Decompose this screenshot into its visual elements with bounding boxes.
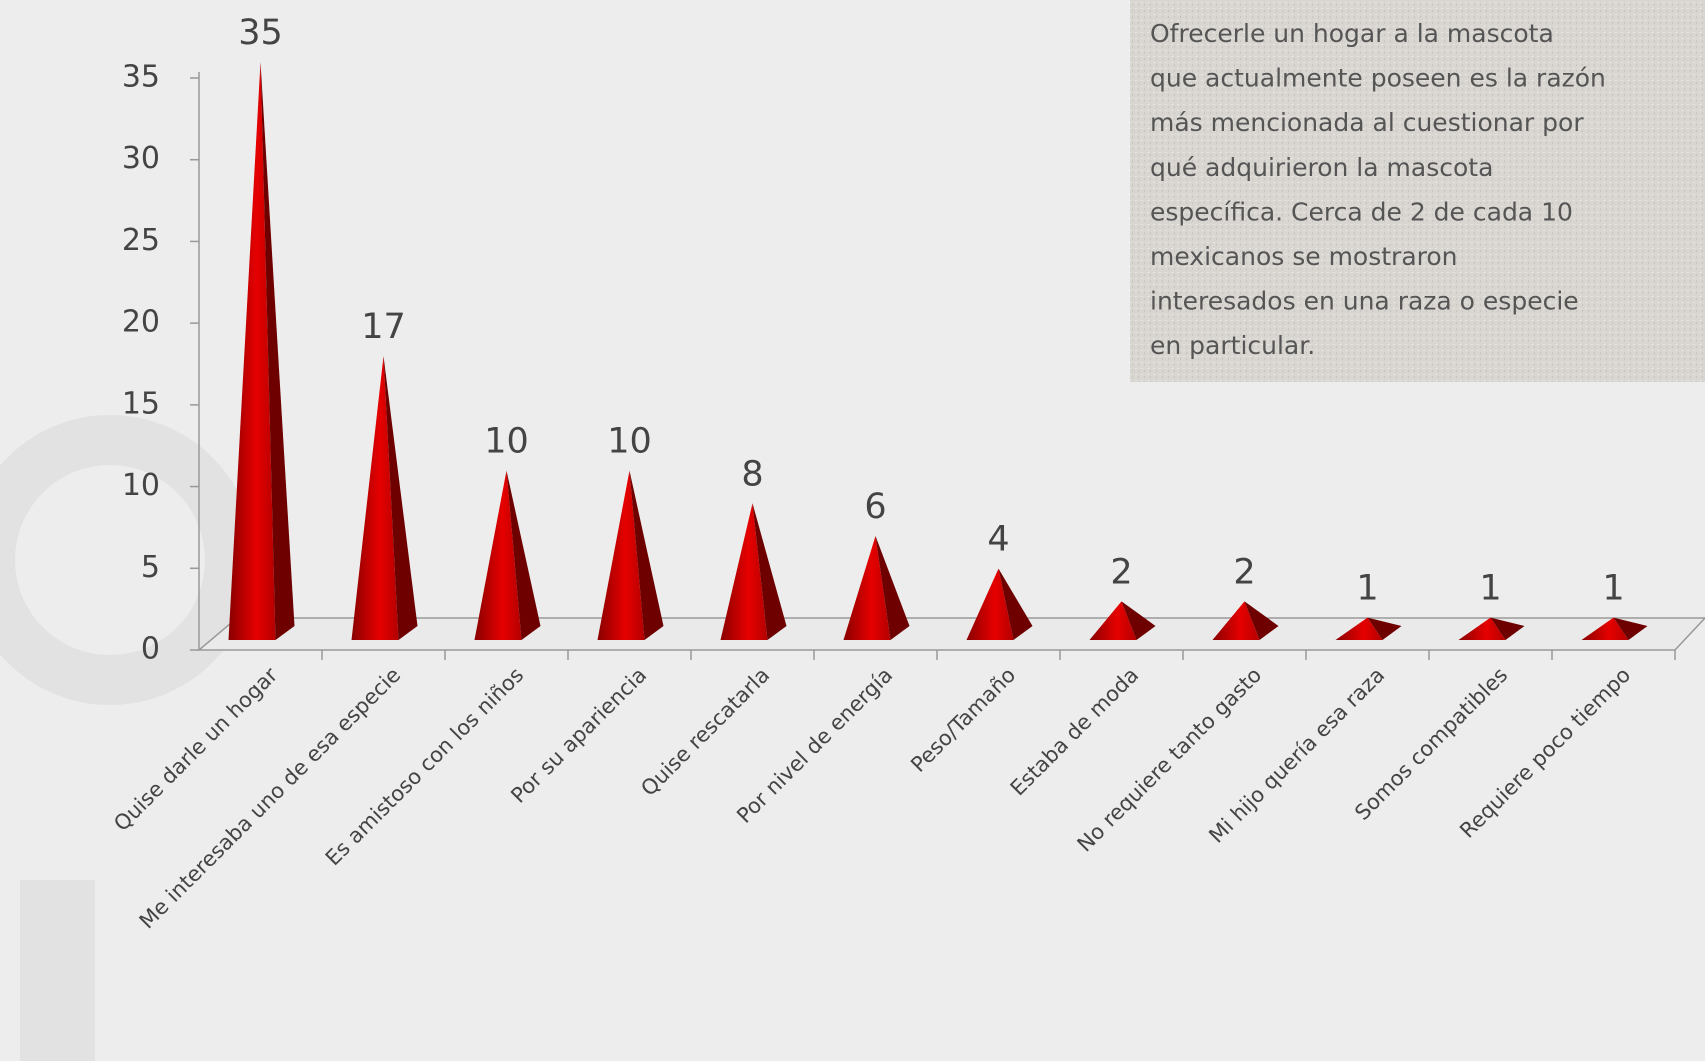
cone-shade [383, 356, 418, 640]
cone [1089, 601, 1137, 640]
cone [843, 535, 891, 640]
cone-shade [1490, 617, 1525, 640]
cone [597, 470, 645, 640]
value-label: 10 [484, 422, 529, 462]
value-label: 1 [1602, 569, 1624, 609]
cone [1212, 601, 1260, 640]
annotation-line: en particular. [1150, 331, 1315, 360]
cone [1335, 617, 1383, 640]
cone-shade [875, 535, 910, 640]
y-tick-label: 10 [122, 468, 160, 503]
value-label: 1 [1479, 569, 1501, 609]
value-label: 10 [607, 422, 652, 462]
watermark [0, 415, 255, 705]
y-tick-label: 15 [122, 386, 160, 421]
annotation-line: qué adquirieron la mascota [1150, 153, 1493, 182]
cone-shade [629, 470, 664, 640]
cone-shade [1121, 601, 1156, 640]
cone [1458, 617, 1506, 640]
value-label: 4 [987, 520, 1009, 560]
cone [351, 356, 399, 640]
annotation-line: mexicanos se mostraron [1150, 242, 1458, 271]
cone [720, 503, 768, 640]
y-tick-label: 25 [122, 223, 160, 258]
cone-shade [752, 503, 787, 640]
value-label: 2 [1110, 552, 1132, 592]
value-label: 2 [1233, 552, 1255, 592]
cone-shade [506, 470, 541, 640]
cone-shade [1613, 617, 1648, 640]
annotation-line: que actualmente poseen es la razón [1150, 64, 1606, 93]
cone-shade [1367, 617, 1402, 640]
cone-shade [1244, 601, 1279, 640]
annotation-line: Ofrecerle un hogar a la mascota [1150, 19, 1554, 48]
annotation-line: interesados en una raza o especie [1150, 287, 1579, 316]
annotation-line: más mencionada al cuestionar por [1150, 108, 1584, 137]
value-label: 8 [741, 454, 763, 494]
cone-shade [260, 62, 295, 640]
cone-shade [998, 568, 1033, 640]
cone [966, 568, 1014, 640]
annotation-line: específica. Cerca de 2 de cada 10 [1150, 197, 1573, 226]
y-tick-label: 30 [122, 141, 160, 176]
value-label: 6 [864, 487, 886, 527]
value-label: 35 [238, 13, 283, 53]
annotation-box [1130, 0, 1705, 382]
y-tick-label: 20 [122, 305, 160, 340]
cone [474, 470, 522, 640]
y-tick-label: 35 [122, 60, 160, 95]
cone [1581, 617, 1629, 640]
watermark-bar [20, 880, 95, 1061]
y-tick-label: 0 [141, 632, 160, 667]
value-label: 1 [1356, 569, 1378, 609]
cone [228, 62, 276, 640]
value-label: 17 [361, 307, 406, 347]
y-tick-label: 5 [141, 550, 160, 585]
